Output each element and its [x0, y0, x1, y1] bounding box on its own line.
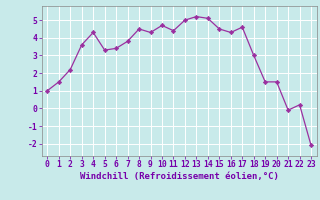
X-axis label: Windchill (Refroidissement éolien,°C): Windchill (Refroidissement éolien,°C) [80, 172, 279, 181]
